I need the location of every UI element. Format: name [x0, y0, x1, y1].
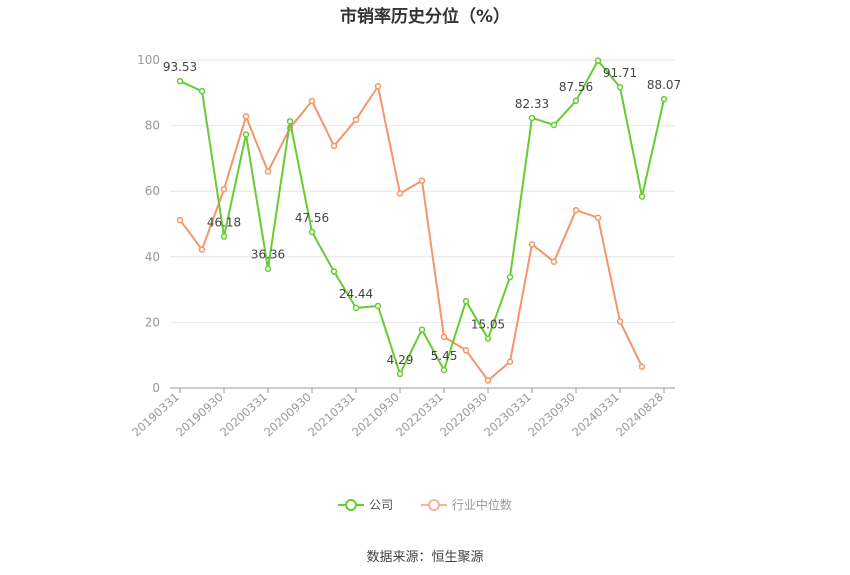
- x-tick-label: 20190331: [129, 390, 182, 440]
- data-point-company: [308, 228, 316, 236]
- data-point-company: [242, 131, 250, 138]
- data-point-industry: [176, 216, 184, 224]
- data-labels: 93.53 46.18 36.36 47.56 24.44 4.29 5.45 15.05 82…: [163, 60, 681, 367]
- data-point-company: [286, 118, 294, 125]
- data-point-industry: [220, 185, 228, 193]
- data-point-company: [330, 268, 338, 275]
- data-point-company: [396, 370, 404, 378]
- data-point-industry: [352, 116, 360, 123]
- x-tick-label: 20200930: [261, 390, 314, 440]
- data-point-industry: [330, 142, 338, 150]
- data-point-industry: [506, 358, 514, 366]
- data-point-industry: [616, 318, 624, 325]
- legend-marker-icon: [338, 498, 365, 512]
- data-point-industry: [198, 246, 206, 253]
- legend-label-company: 公司: [369, 498, 394, 512]
- x-tick-label: 20240828: [613, 390, 666, 440]
- x-tick-label: 20230331: [481, 390, 534, 440]
- data-point-company: [660, 95, 668, 103]
- data-point-industry: [484, 377, 492, 384]
- data-point-company: [528, 114, 536, 122]
- data-point-company: [638, 193, 646, 200]
- data-point-industry: [308, 97, 316, 105]
- data-point-company: [550, 121, 558, 129]
- data-point-company: [374, 302, 382, 310]
- y-tick-label: 60: [145, 184, 160, 198]
- x-tick-label: 20220331: [393, 390, 446, 440]
- y-tick-label: 100: [137, 53, 160, 67]
- data-point-company: [440, 366, 448, 374]
- legend-item-industry[interactable]: 行业中位数: [420, 496, 512, 513]
- data-label: 47.56: [295, 211, 329, 225]
- legend-item-company[interactable]: 公司: [338, 496, 393, 513]
- y-tick-label: 20: [145, 315, 160, 329]
- x-tick-label: 20190930: [173, 390, 226, 440]
- legend-marker-icon: [420, 498, 447, 512]
- data-label: 15.05: [471, 318, 505, 332]
- legend: 公司 行业中位数: [0, 496, 850, 515]
- data-point-company: [418, 326, 426, 333]
- series: [176, 57, 668, 384]
- x-tick-label: 20220930: [437, 390, 490, 440]
- data-point-industry: [396, 190, 404, 197]
- data-point-industry: [374, 82, 382, 90]
- data-point-company: [462, 297, 470, 305]
- y-tick-label: 80: [145, 119, 160, 133]
- data-point-company: [616, 83, 624, 91]
- data-point-industry: [462, 347, 470, 354]
- data-point-company: [506, 273, 514, 281]
- data-label: 46.18: [207, 216, 241, 230]
- chart-title: 市销率历史分位（%）: [339, 7, 511, 27]
- data-label: 87.56: [559, 80, 593, 94]
- data-point-industry: [550, 258, 558, 265]
- data-label: 5.45: [431, 349, 458, 363]
- source-note: 数据来源：恒生聚源: [366, 550, 484, 565]
- data-point-company: [572, 97, 580, 105]
- data-label: 91.71: [603, 66, 637, 80]
- x-tick-label: 20210331: [305, 390, 358, 440]
- data-point-company: [198, 87, 206, 95]
- data-point-industry: [528, 241, 536, 248]
- data-point-company: [176, 77, 184, 85]
- legend-label-industry: 行业中位数: [451, 498, 512, 512]
- data-point-industry: [264, 168, 272, 175]
- data-label: 82.33: [515, 97, 549, 111]
- data-point-industry: [418, 177, 426, 184]
- data-point-company: [594, 57, 602, 64]
- data-point-industry: [572, 206, 580, 214]
- y-tick-label: 0: [152, 381, 160, 395]
- x-tick-label: 20240331: [569, 390, 622, 440]
- data-point-company: [264, 265, 272, 272]
- data-label: 36.36: [251, 248, 285, 262]
- data-label: 93.53: [163, 60, 197, 74]
- data-point-company: [484, 335, 492, 342]
- data-point-industry: [594, 214, 602, 222]
- axes: 0 20 40 60 80 100 2019033120190930202003312020…: [129, 53, 675, 439]
- data-point-company: [220, 233, 228, 240]
- data-point-company: [352, 304, 360, 312]
- x-tick-label: 20230930: [525, 390, 578, 440]
- y-tick-label: 40: [145, 250, 160, 264]
- data-point-industry: [242, 113, 250, 120]
- data-label: 24.44: [339, 287, 373, 301]
- data-label: 4.29: [387, 353, 414, 367]
- data-point-industry: [638, 363, 646, 370]
- x-tick-label: 20210930: [349, 390, 402, 440]
- x-tick-label: 20200331: [217, 390, 270, 440]
- series-line-industry: [179, 85, 643, 382]
- data-label: 88.07: [647, 78, 681, 92]
- data-point-industry: [440, 333, 448, 341]
